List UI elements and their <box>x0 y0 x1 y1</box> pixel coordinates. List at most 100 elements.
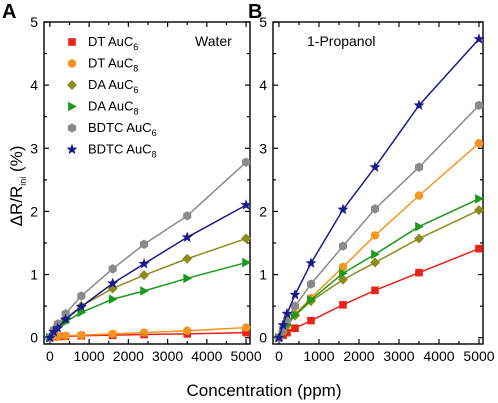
panel-a-data-point <box>240 199 252 210</box>
panel-a-data-point <box>75 300 87 312</box>
panel-b-annotation: 1-Propanol <box>307 33 376 49</box>
panel-b-data-point <box>474 139 484 148</box>
panel-b-data-point <box>339 268 348 279</box>
panel-b-data-point <box>273 331 285 343</box>
panel-b-data-point <box>371 286 379 295</box>
panel-b-data-point <box>291 324 299 333</box>
panel-a-data-point <box>61 331 70 340</box>
panel-letter-a: A <box>2 1 16 23</box>
panel-b-data-point <box>281 307 293 319</box>
panel-a-data-point <box>48 326 60 337</box>
panel-b-data-point <box>413 99 425 111</box>
panel-b-frame <box>272 21 484 345</box>
panel-b-data-point <box>337 203 349 215</box>
legend-label: BDTC AuC8 <box>88 142 157 160</box>
legend-label: DT AuC8 <box>88 56 138 74</box>
panel-b-ticks: 0 1000 2000 3000 4000 5000 0 1 2 3 4 5 <box>259 14 495 364</box>
legend: DT AuC6 DT AuC8 DA AuC6 DA AuC8 BDTC AuC6 BDT… <box>66 34 157 160</box>
panel-b-series-line <box>278 38 480 338</box>
panel-a-x-tick-label: 5000 <box>230 348 261 364</box>
panel-a-data-point <box>183 211 192 221</box>
panel-a-x-tick-label: 1000 <box>74 348 105 364</box>
panel-a-series-line <box>49 237 247 339</box>
panel-b-data-point <box>306 279 316 289</box>
panel-a-annotation: Water <box>195 33 232 49</box>
panel-a-y-tick-label: 5 <box>30 14 38 30</box>
panel-b-x-tick-label: 5000 <box>463 348 494 364</box>
panel-b-data-point <box>414 233 424 244</box>
panel-a-data-point <box>183 326 192 335</box>
panel-b-data-point <box>414 162 424 172</box>
panel-b-data-point <box>370 231 380 240</box>
panel-a-data-point <box>139 239 149 249</box>
panel-b-data-point <box>339 301 347 309</box>
panel-a-data-point <box>139 270 150 281</box>
panel-a-y-tick-label: 1 <box>30 267 38 283</box>
panel-a-data-point <box>108 329 117 339</box>
panel-a-x-tick-label: 4000 <box>191 348 222 364</box>
panel-b-data-point <box>473 33 485 44</box>
panel-b-data-point <box>474 205 484 216</box>
legend-marker <box>68 38 76 46</box>
panel-b-x-tick-label: 3000 <box>383 348 414 364</box>
panel-b-data-point <box>291 310 300 320</box>
panel-a-data-point <box>242 157 251 167</box>
panel-b-x-tick-label: 0 <box>275 348 283 364</box>
panel-b-y-tick-label: 3 <box>259 140 267 156</box>
panel-a-data-point <box>77 330 86 340</box>
legend-label: BDTC AuC6 <box>88 120 157 138</box>
y-axis-label: ΔR/Rini (%) <box>7 146 28 227</box>
panel-a-series <box>44 157 252 343</box>
panel-b-data-point <box>277 319 289 330</box>
panel-b-series <box>273 33 485 343</box>
panel-a: 0 1000 2000 3000 4000 5000 0 1 2 3 4 5 Water DT AuC… <box>30 14 262 364</box>
panel-b-data-point <box>414 191 424 200</box>
panel-a-data-point <box>138 258 150 269</box>
panel-a-x-tick-label: 2000 <box>113 348 144 364</box>
panel-a-data-point <box>183 273 193 284</box>
panel-a-x-tick-label: 0 <box>46 348 54 364</box>
panel-b-data-point <box>369 161 381 172</box>
panel-a-series-line <box>49 204 247 339</box>
panel-b-data-point <box>415 221 424 232</box>
legend-label: DA AuC6 <box>88 77 139 95</box>
panel-a-data-point <box>107 277 119 289</box>
legend-marker <box>66 143 78 155</box>
legend-marker <box>67 80 77 90</box>
panel-a-data-point <box>77 291 86 301</box>
panel-a-y-tick-label: 0 <box>30 330 38 346</box>
panel-b-y-tick-label: 5 <box>259 14 267 30</box>
panel-b-y-tick-label: 1 <box>259 267 267 283</box>
panel-b-data-point <box>474 100 484 111</box>
panel-b-x-tick-label: 4000 <box>423 348 454 364</box>
panel-b-data-point <box>307 316 315 325</box>
panel-b-data-point <box>338 241 348 251</box>
panel-letter-b: B <box>248 1 262 23</box>
panel-a-y-tick-label: 4 <box>30 77 38 93</box>
panel-b-x-tick-label: 1000 <box>303 348 334 364</box>
panel-b-data-point <box>338 262 348 272</box>
panel-a-ticks: 0 1000 2000 3000 4000 5000 0 1 2 3 4 5 <box>30 14 262 364</box>
panel-b-data-point <box>290 301 300 311</box>
panel-a-data-point <box>108 264 117 274</box>
legend-marker <box>67 123 77 133</box>
legend-label: DT AuC6 <box>88 34 138 52</box>
panel-a-data-point <box>242 328 250 337</box>
legend-label: DA AuC8 <box>88 99 139 117</box>
legend-marker <box>67 59 77 68</box>
panel-a-data-point <box>241 233 252 244</box>
panel-b-data-point <box>475 244 483 253</box>
panel-b: 0 1000 2000 3000 4000 5000 0 1 2 3 4 5 1-Propanol <box>259 14 495 364</box>
panel-a-data-point <box>60 313 72 325</box>
panel-b-data-point <box>307 295 316 305</box>
panel-a-data-point <box>140 286 149 296</box>
panel-b-x-tick-label: 2000 <box>343 348 374 364</box>
x-axis-label: Concentration (ppm) <box>187 381 342 400</box>
panel-b-y-tick-label: 2 <box>259 203 267 219</box>
panel-a-data-point <box>108 294 118 304</box>
panel-a-data-point <box>139 328 149 337</box>
panel-a-data-point <box>44 331 56 343</box>
panel-b-data-point <box>370 204 380 214</box>
panel-a-data-point <box>181 231 193 242</box>
